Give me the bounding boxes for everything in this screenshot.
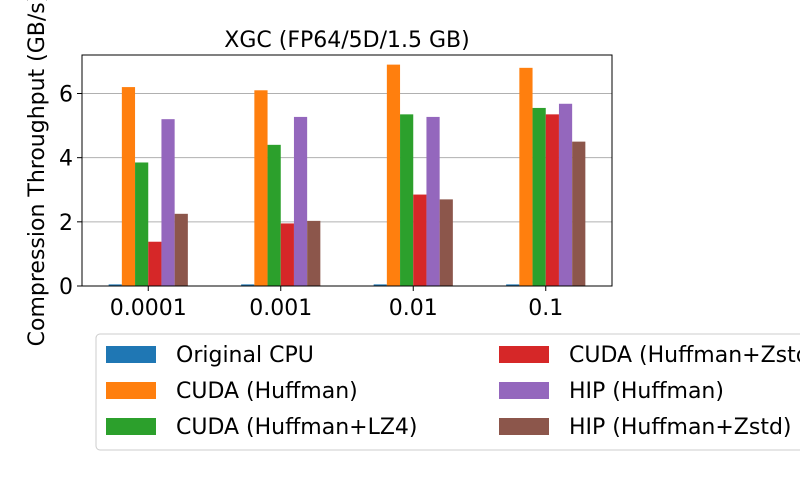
- bar: [108, 284, 122, 286]
- y-ticks: 0 2 4 6: [59, 83, 82, 300]
- x-ticks: 0.0001 0.001 0.01 0.1: [110, 286, 563, 321]
- x-tick-label: 0.0001: [110, 296, 187, 321]
- legend-swatch: [106, 346, 156, 363]
- bar: [558, 103, 573, 287]
- bars: [108, 64, 586, 287]
- bar: [135, 162, 149, 286]
- bar: [121, 87, 136, 286]
- legend-label: HIP (Huffman+Zstd): [569, 415, 792, 440]
- y-axis-label: Compression Throughput (GB/s): [25, 0, 50, 346]
- bar: [519, 67, 533, 286]
- legend-label: CUDA (Huffman+LZ4): [176, 415, 417, 440]
- bar: [506, 284, 520, 286]
- x-tick-label: 0.001: [249, 296, 312, 321]
- legend-swatch: [499, 382, 549, 399]
- bar: [532, 107, 546, 286]
- bar: [241, 284, 255, 286]
- legend-swatch: [106, 382, 156, 399]
- legend-swatch: [106, 418, 156, 435]
- bar: [307, 220, 321, 286]
- bar: [373, 284, 387, 286]
- chart-title: XGC (FP64/5D/1.5 GB): [224, 28, 469, 53]
- bar: [280, 223, 294, 286]
- y-tick-label: 4: [59, 147, 73, 172]
- bar: [267, 144, 281, 286]
- legend-swatch: [499, 418, 549, 435]
- y-tick-label: 0: [59, 275, 73, 300]
- legend-label: Original CPU: [176, 343, 314, 368]
- legend-label: CUDA (Huffman): [176, 379, 358, 404]
- y-tick-label: 2: [59, 211, 73, 236]
- bar: [545, 114, 559, 287]
- x-tick-label: 0.1: [528, 296, 563, 321]
- y-tick-label: 6: [59, 83, 73, 108]
- bar: [386, 64, 401, 286]
- legend-swatch: [499, 346, 549, 363]
- x-tick-label: 0.01: [389, 296, 438, 321]
- legend: Original CPU CUDA (Huffman) CUDA (Huffman+…: [95, 333, 800, 451]
- plot-frame: [81, 54, 613, 287]
- bar: [148, 241, 162, 286]
- bar: [254, 90, 268, 287]
- legend-label: HIP (Huffman): [569, 379, 724, 404]
- legend-label: CUDA (Huffman+Zstd): [569, 343, 800, 368]
- bar: [413, 194, 427, 286]
- bar: [161, 119, 175, 287]
- bar: [174, 213, 188, 286]
- bar: [572, 141, 586, 286]
- bar: [293, 116, 308, 286]
- bar: [400, 114, 414, 287]
- bar: [439, 199, 453, 286]
- legend-frame: [95, 333, 800, 451]
- bar: [426, 116, 440, 286]
